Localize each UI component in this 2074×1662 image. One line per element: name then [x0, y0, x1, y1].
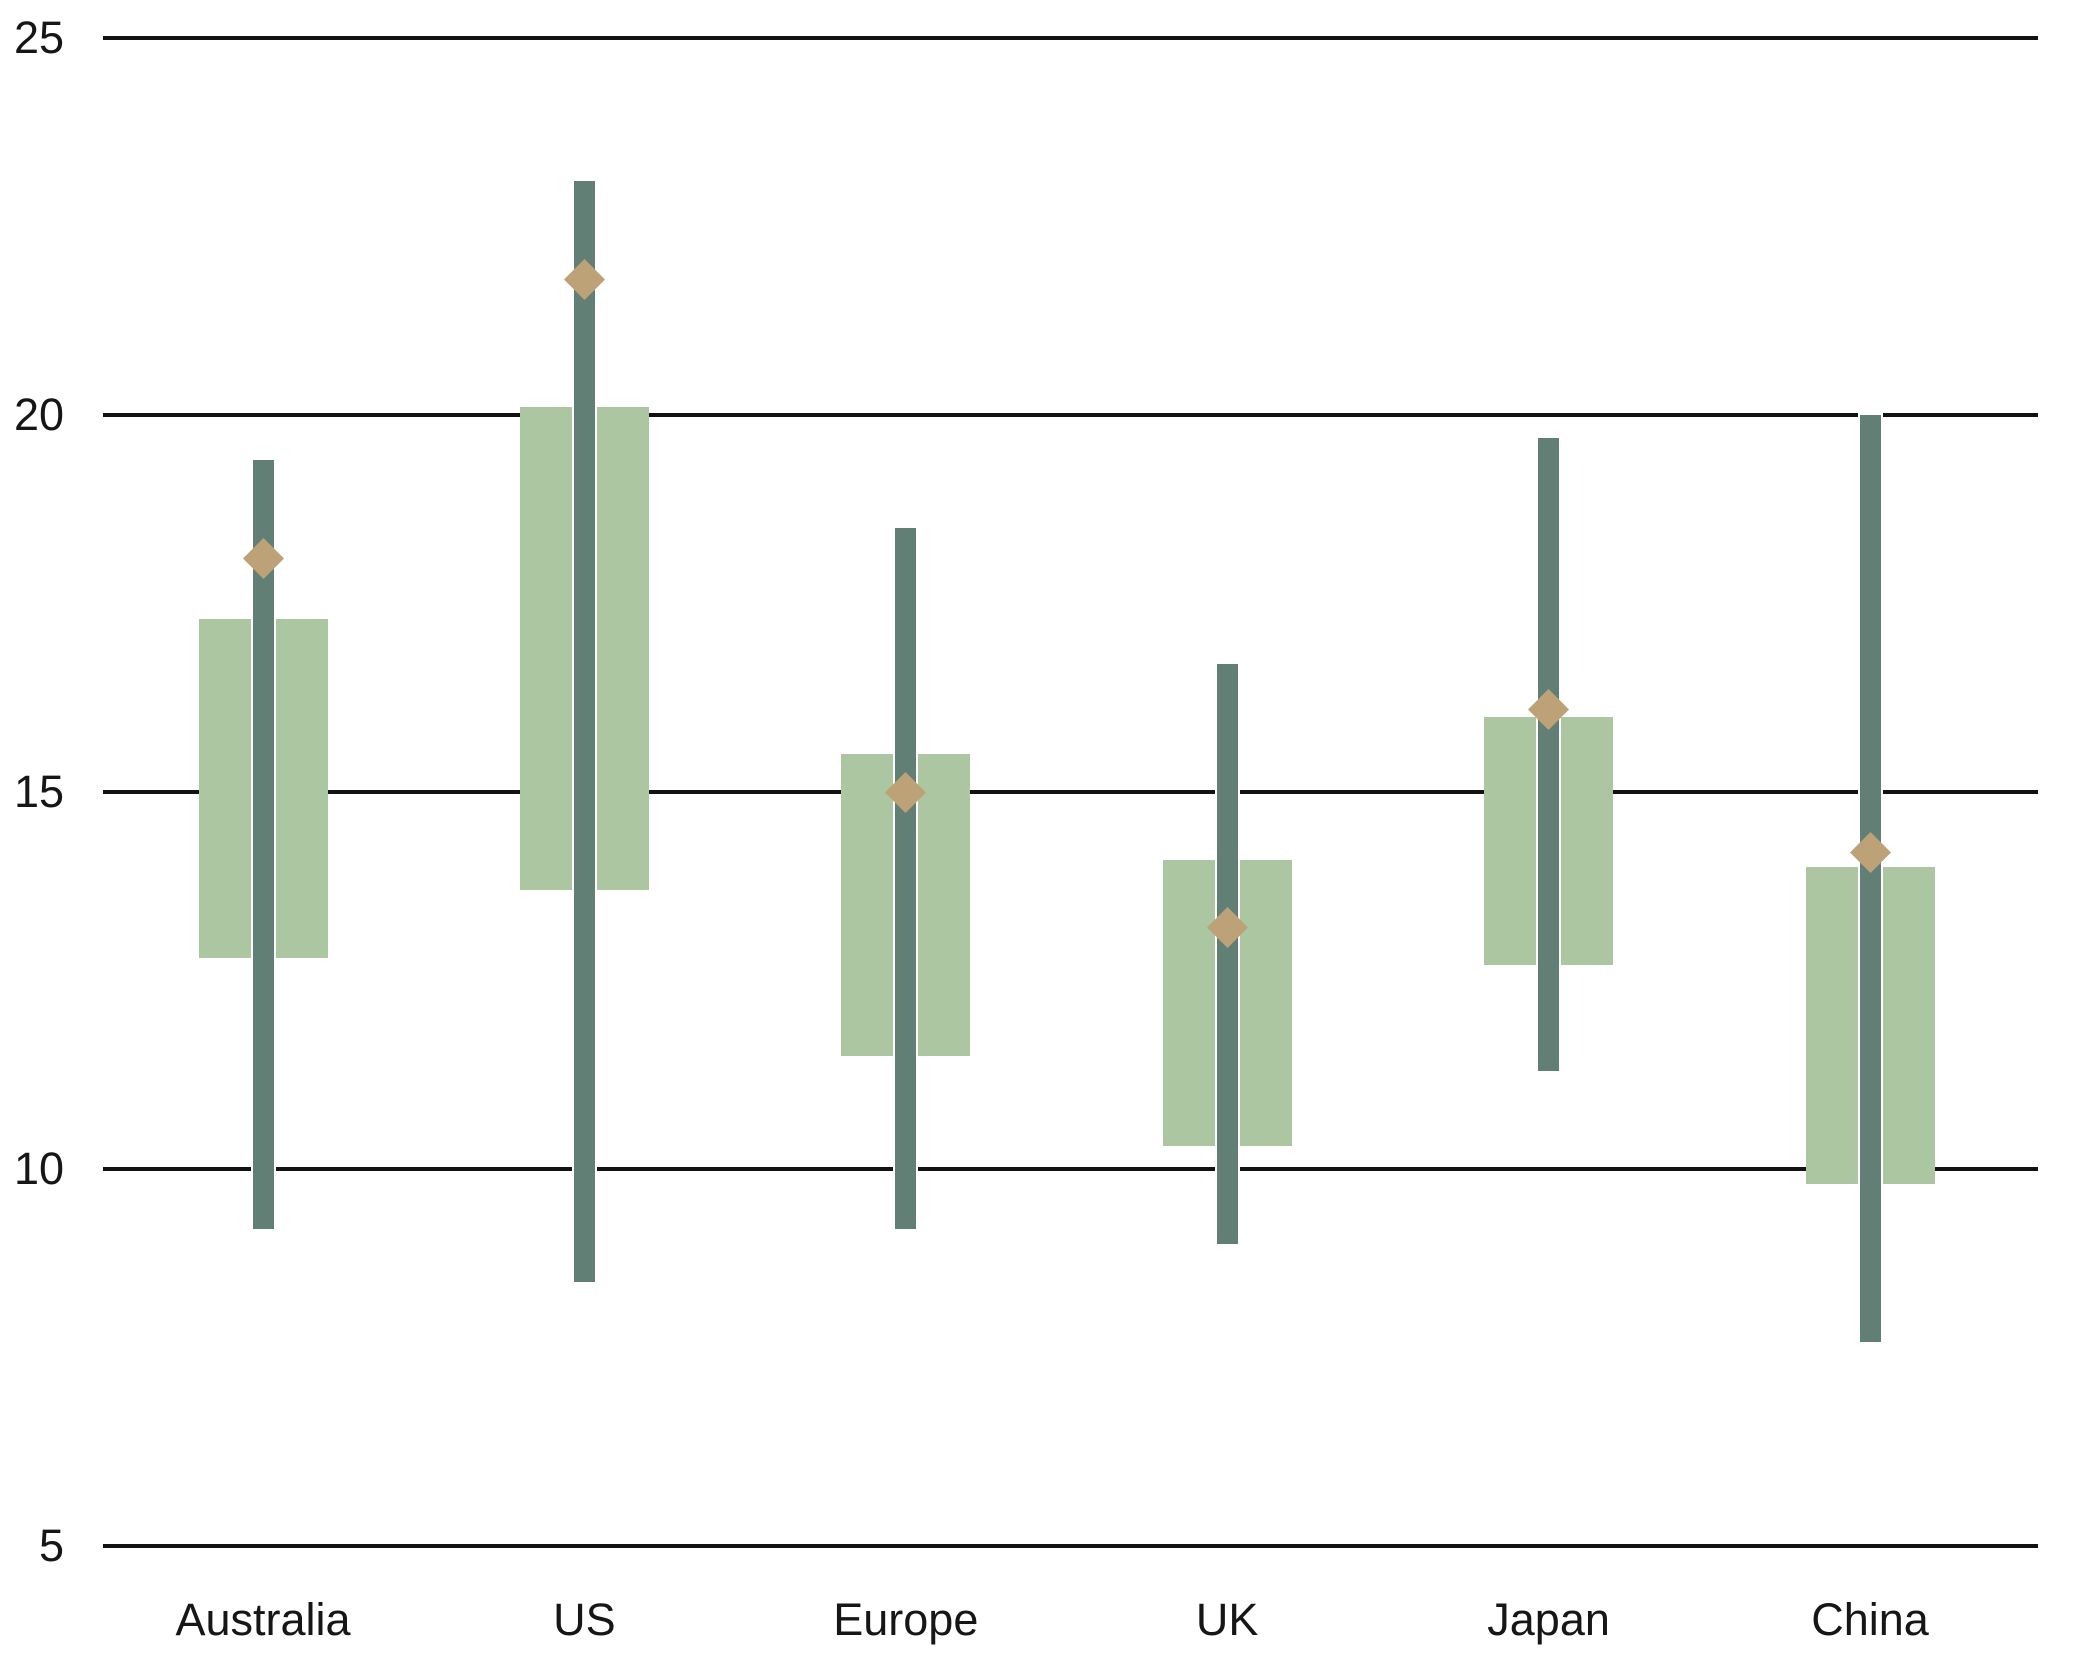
whisker-line-uk	[1216, 663, 1238, 1245]
diamond-marker-australia	[242, 537, 284, 579]
gridline-y-15	[103, 790, 2038, 794]
whisker-line-china	[1859, 415, 1881, 1343]
diamond-marker-us	[563, 258, 605, 300]
x-category-label-europe: Europe	[833, 1594, 979, 1645]
gridline-y-25	[103, 36, 2038, 40]
x-category-label-us: US	[553, 1594, 616, 1645]
y-tick-label: 15	[13, 766, 64, 817]
y-tick-label: 20	[13, 389, 64, 440]
y-tick-label: 10	[13, 1143, 64, 1194]
x-category-label-china: China	[1811, 1594, 1929, 1645]
whisker-line-europe	[895, 528, 917, 1230]
gridline-y-20	[103, 413, 2038, 417]
gridline-y-10	[103, 1167, 2038, 1171]
x-category-label-uk: UK	[1195, 1594, 1259, 1645]
whisker-line-japan	[1538, 437, 1560, 1071]
whisker-line-us	[573, 181, 595, 1283]
y-tick-label: 25	[13, 12, 64, 63]
whisker-line-australia	[252, 460, 274, 1230]
gridline-y-5	[103, 1544, 2038, 1548]
y-tick-label: 5	[38, 1520, 64, 1571]
x-category-label-australia: Australia	[175, 1594, 351, 1645]
x-category-label-japan: Japan	[1487, 1594, 1610, 1645]
